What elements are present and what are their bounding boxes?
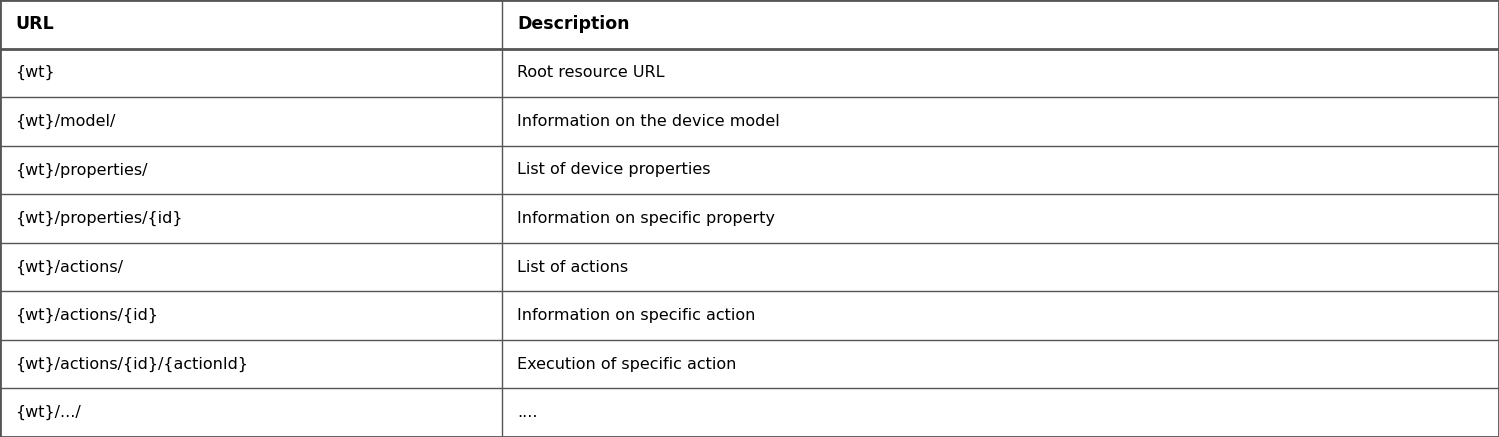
Text: ....: ....: [517, 405, 538, 420]
Text: Information on the device model: Information on the device model: [517, 114, 779, 129]
Text: {wt}/model/: {wt}/model/: [15, 114, 115, 129]
Text: Information on specific property: Information on specific property: [517, 211, 775, 226]
Text: URL: URL: [15, 15, 54, 33]
Text: Description: Description: [517, 15, 630, 33]
Text: List of device properties: List of device properties: [517, 163, 711, 177]
Text: List of actions: List of actions: [517, 260, 628, 274]
Text: {wt}/actions/{id}: {wt}/actions/{id}: [15, 308, 157, 323]
Text: {wt}/properties/{id}: {wt}/properties/{id}: [15, 211, 183, 226]
Text: Root resource URL: Root resource URL: [517, 66, 664, 80]
Text: {wt}: {wt}: [15, 65, 54, 80]
Text: Information on specific action: Information on specific action: [517, 308, 755, 323]
Text: Execution of specific action: Execution of specific action: [517, 357, 736, 371]
Text: {wt}/actions/{id}/{actionId}: {wt}/actions/{id}/{actionId}: [15, 357, 247, 372]
Text: {wt}/actions/: {wt}/actions/: [15, 260, 123, 275]
Text: {wt}/properties/: {wt}/properties/: [15, 162, 147, 177]
Text: {wt}/.../: {wt}/.../: [15, 405, 81, 420]
